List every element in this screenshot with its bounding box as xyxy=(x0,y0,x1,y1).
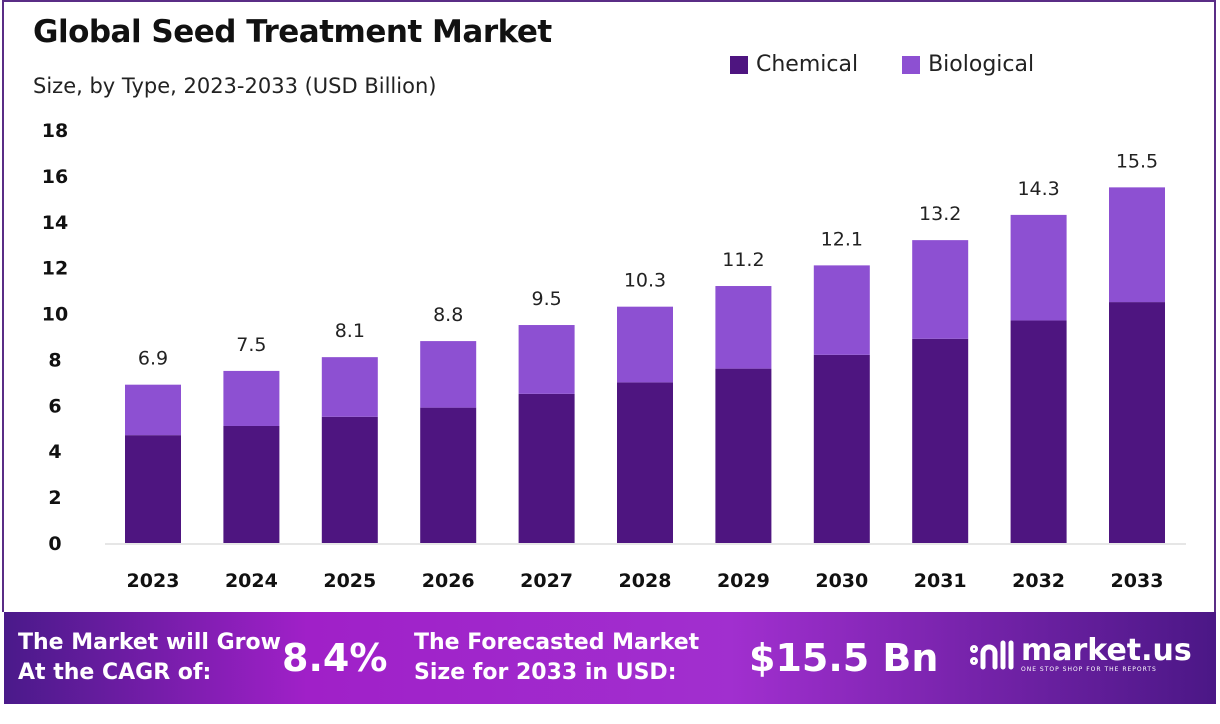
forecast-value: $15.5 Bn xyxy=(749,636,939,680)
cagr-value: 8.4% xyxy=(282,636,388,680)
bar-chemical-2031 xyxy=(912,338,969,543)
total-label: 14.3 xyxy=(1017,178,1059,200)
bar-biological-2024 xyxy=(223,370,280,426)
x-tick-label: 2025 xyxy=(323,570,376,592)
legend-swatch-biological xyxy=(902,55,921,74)
total-label: 6.9 xyxy=(138,348,168,370)
legend-item-biological: Biological xyxy=(902,52,1034,77)
bar-chemical-2027 xyxy=(518,393,575,543)
x-tick-label: 2026 xyxy=(422,570,475,592)
x-tick-label: 2033 xyxy=(1111,570,1164,592)
bar-biological-2026 xyxy=(420,341,477,408)
bar-biological-2031 xyxy=(912,240,969,339)
x-tick-label: 2030 xyxy=(815,570,868,592)
cagr-label-line: The Market will Grow xyxy=(18,630,281,655)
total-label: 11.2 xyxy=(722,249,764,271)
y-tick-label: 16 xyxy=(42,166,68,188)
cagr-label-line: At the CAGR of: xyxy=(18,660,212,685)
legend-label: Biological xyxy=(928,52,1035,77)
total-label: 12.1 xyxy=(821,228,863,250)
logo-name: market.us xyxy=(1021,633,1192,668)
legend: Chemical Biological xyxy=(730,52,1034,77)
legend-item-chemical: Chemical xyxy=(730,52,858,77)
market-us-logo: market.us ONE STOP SHOP FOR THE REPORTS xyxy=(969,636,1192,673)
total-label: 9.5 xyxy=(531,288,561,310)
forecast-label-line: Size for 2033 in USD: xyxy=(414,660,677,685)
legend-label: Chemical xyxy=(756,52,859,77)
chart-frame xyxy=(2,0,1216,612)
bar-biological-2033 xyxy=(1109,187,1165,303)
y-tick-label: 6 xyxy=(48,395,61,417)
bar-biological-2030 xyxy=(813,265,870,355)
bar-biological-2028 xyxy=(617,306,673,383)
y-tick-label: 0 xyxy=(48,533,61,555)
bar-chemical-2029 xyxy=(715,368,772,543)
bar-chemical-2033 xyxy=(1109,302,1165,543)
bar-biological-2029 xyxy=(715,286,772,369)
y-tick-label: 8 xyxy=(48,349,61,371)
x-tick-label: 2029 xyxy=(717,570,770,592)
x-tick-label: 2031 xyxy=(914,570,967,592)
total-label: 8.1 xyxy=(335,320,365,342)
bar-biological-2032 xyxy=(1010,214,1067,321)
bar-chemical-2032 xyxy=(1010,320,1067,543)
y-tick-label: 14 xyxy=(42,212,68,234)
bar-biological-2023 xyxy=(125,384,181,436)
cagr-label: The Market will Grow At the CAGR of: xyxy=(18,628,281,688)
forecast-label: The Forecasted Market Size for 2033 in US… xyxy=(414,628,699,688)
total-label: 10.3 xyxy=(624,270,666,292)
y-tick-label: 12 xyxy=(42,258,68,280)
chart-subtitle: Size, by Type, 2023-2033 (USD Billion) xyxy=(33,74,437,98)
bar-biological-2027 xyxy=(518,325,575,394)
x-tick-label: 2028 xyxy=(619,570,672,592)
forecast-label-line: The Forecasted Market xyxy=(414,630,700,655)
total-label: 8.8 xyxy=(433,304,463,326)
chart-title: Global Seed Treatment Market xyxy=(33,14,552,50)
y-tick-label: 10 xyxy=(42,304,68,326)
bar-chemical-2026 xyxy=(420,407,477,543)
x-tick-label: 2024 xyxy=(225,570,278,592)
x-tick-label: 2027 xyxy=(520,570,573,592)
bar-chemical-2023 xyxy=(125,435,181,543)
logo-tagline: ONE STOP SHOP FOR THE REPORTS xyxy=(1021,666,1157,673)
bar-chemical-2024 xyxy=(223,425,280,543)
logo-icon xyxy=(970,640,1014,669)
bar-biological-2025 xyxy=(321,357,378,417)
y-tick-label: 2 xyxy=(48,487,61,509)
y-tick-label: 18 xyxy=(42,120,68,142)
y-tick-label: 4 xyxy=(48,441,61,463)
total-label: 7.5 xyxy=(236,334,266,356)
bar-chemical-2025 xyxy=(321,416,378,543)
x-tick-label: 2023 xyxy=(127,570,180,592)
footer-banner: The Market will Grow At the CAGR of: 8.4%… xyxy=(4,612,1216,704)
x-tick-label: 2032 xyxy=(1012,570,1065,592)
total-label: 15.5 xyxy=(1116,150,1158,172)
bar-chemical-2030 xyxy=(813,354,870,543)
bar-chemical-2028 xyxy=(617,382,673,543)
total-label: 13.2 xyxy=(919,203,961,225)
bar-chart: 0 2 4 6 8 10 12 14 16 18 6.9 2023 7.5 2024 8.1 2025 8.8 2… xyxy=(42,120,1186,592)
legend-swatch-chemical xyxy=(730,55,748,74)
